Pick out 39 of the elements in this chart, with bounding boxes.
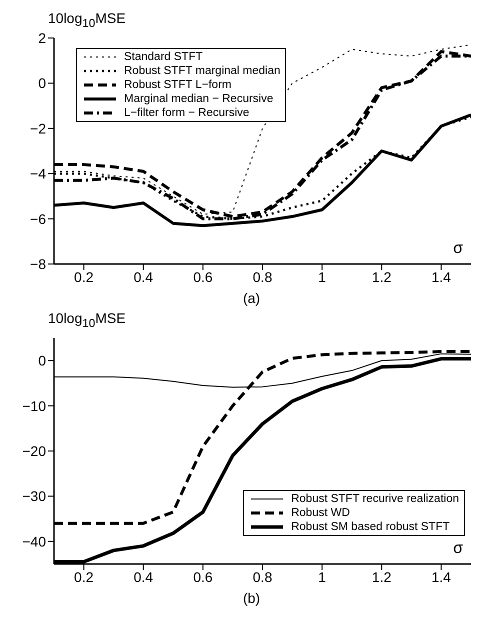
- legend-label: Robust WD: [291, 506, 350, 520]
- y-axis-title: 10log$_{10}$MSE: [48, 310, 126, 330]
- legend-label: Robust STFT recurive realization: [291, 492, 459, 506]
- y-tick-label: −2: [30, 120, 46, 136]
- x-tick-label: 0.6: [193, 568, 213, 585]
- x-tick-label: 1: [318, 268, 326, 285]
- x-tick-label: 1: [318, 568, 326, 585]
- legend-label: Robust STFT marginal median: [124, 64, 280, 78]
- x-tick-label: 1.2: [372, 268, 392, 285]
- x-tick-label: 0.2: [74, 268, 94, 285]
- x-tick-label: 0.8: [252, 568, 272, 585]
- x-axis-title: σ: [453, 240, 463, 258]
- x-tick-label: 1.4: [431, 268, 452, 285]
- x-tick-label: 0.6: [193, 268, 213, 285]
- legend-label: Robust SM based robust STFT: [291, 520, 450, 534]
- y-tick-label: −6: [30, 210, 46, 227]
- text: (a): [242, 290, 262, 306]
- x-tick-label: 0.4: [134, 268, 154, 285]
- x-tick-label: 1.2: [372, 568, 392, 585]
- y-tick-label: −10: [22, 398, 46, 414]
- y-tick-label: −4: [30, 166, 46, 182]
- y-tick-label: −30: [22, 488, 46, 504]
- text: (b): [242, 590, 262, 606]
- y-tick-label: 2: [38, 30, 46, 46]
- legend-label: L−filter form − Recursive: [124, 106, 250, 120]
- y-tick-label: −40: [22, 533, 46, 550]
- y-tick-label: −20: [22, 442, 46, 459]
- x-tick-label: 1.4: [431, 568, 452, 585]
- y-tick-label: 0: [38, 352, 46, 369]
- y-tick-label: −8: [30, 256, 46, 272]
- x-axis-title: σ: [453, 540, 463, 558]
- y-axis-title: 10log$_{10}$MSE: [48, 10, 126, 30]
- x-tick-label: 0.4: [134, 568, 154, 585]
- y-tick-label: 0: [38, 75, 46, 92]
- legend-label: Marginal median − Recursive: [124, 92, 274, 106]
- x-tick-label: 0.2: [74, 568, 94, 585]
- legend-label: Robust STFT L−form: [124, 78, 232, 92]
- legend-label: Standard STFT: [124, 50, 203, 64]
- x-tick-label: 0.8: [252, 268, 272, 285]
